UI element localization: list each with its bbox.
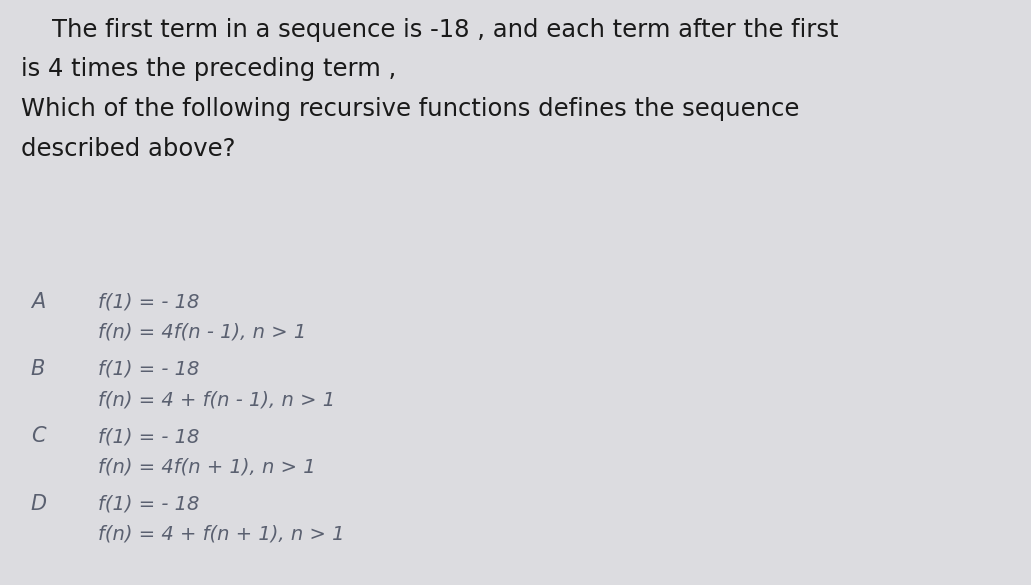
Text: f(n) = 4 + f(n + 1), n > 1: f(n) = 4 + f(n + 1), n > 1: [98, 525, 344, 543]
Text: is 4 times the preceding term ,: is 4 times the preceding term ,: [21, 57, 396, 81]
Text: D: D: [31, 494, 47, 514]
Text: f(1) = - 18: f(1) = - 18: [98, 292, 199, 311]
Text: The first term in a sequence is -18 , and each term after the first: The first term in a sequence is -18 , an…: [21, 18, 838, 42]
Text: f(1) = - 18: f(1) = - 18: [98, 494, 199, 513]
Text: C: C: [31, 426, 45, 446]
Text: Which of the following recursive functions defines the sequence: Which of the following recursive functio…: [21, 97, 799, 121]
Text: f(n) = 4f(n - 1), n > 1: f(n) = 4f(n - 1), n > 1: [98, 323, 306, 342]
Text: described above?: described above?: [21, 137, 235, 161]
Text: A: A: [31, 292, 45, 312]
Text: f(1) = - 18: f(1) = - 18: [98, 360, 199, 378]
Text: B: B: [31, 359, 45, 379]
Text: f(n) = 4 + f(n - 1), n > 1: f(n) = 4 + f(n - 1), n > 1: [98, 390, 335, 409]
Text: f(1) = - 18: f(1) = - 18: [98, 427, 199, 446]
Text: f(n) = 4f(n + 1), n > 1: f(n) = 4f(n + 1), n > 1: [98, 457, 315, 476]
